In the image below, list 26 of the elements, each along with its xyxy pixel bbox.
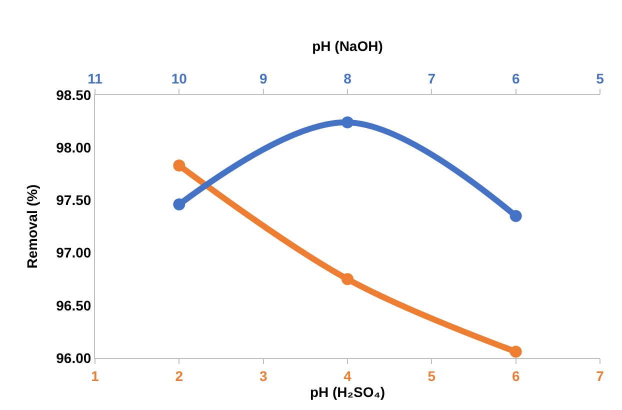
- x-axis-title: pH (H₂SO₄): [310, 384, 386, 400]
- y-tick-label: 96.00: [56, 350, 92, 366]
- x-tick-label: 7: [596, 368, 604, 384]
- point: [510, 346, 522, 358]
- x2-tick-label: 11: [88, 70, 103, 86]
- x-tick-label: 6: [512, 368, 520, 384]
- x2-tick-label: 6: [512, 70, 520, 86]
- x2-tick-label: 8: [344, 70, 352, 86]
- y-tick-label: 97.50: [56, 192, 92, 208]
- x2-tick-label: 7: [428, 70, 436, 86]
- y-tick-label: 98.00: [56, 140, 92, 156]
- point: [342, 273, 354, 286]
- y-axis-title: Removal (%): [24, 184, 40, 269]
- x2-axis-title: pH (NaOH): [312, 38, 383, 54]
- y-tick-label: 97.00: [56, 244, 92, 261]
- x-tick-label: 2: [175, 368, 184, 384]
- point: [173, 159, 186, 172]
- x2-tick-label: 10: [171, 70, 188, 86]
- y-tick-label: 98.50: [56, 86, 92, 103]
- x-tick-label: 4: [344, 368, 352, 384]
- x2-tick-label: 5: [596, 70, 604, 86]
- x2-tick-label: 9: [259, 70, 268, 86]
- y-tick-label: 96.50: [56, 297, 92, 314]
- x-tick-label: 1: [91, 368, 100, 384]
- x-tick-label: 5: [428, 368, 436, 384]
- x-tick-label: 3: [259, 368, 268, 384]
